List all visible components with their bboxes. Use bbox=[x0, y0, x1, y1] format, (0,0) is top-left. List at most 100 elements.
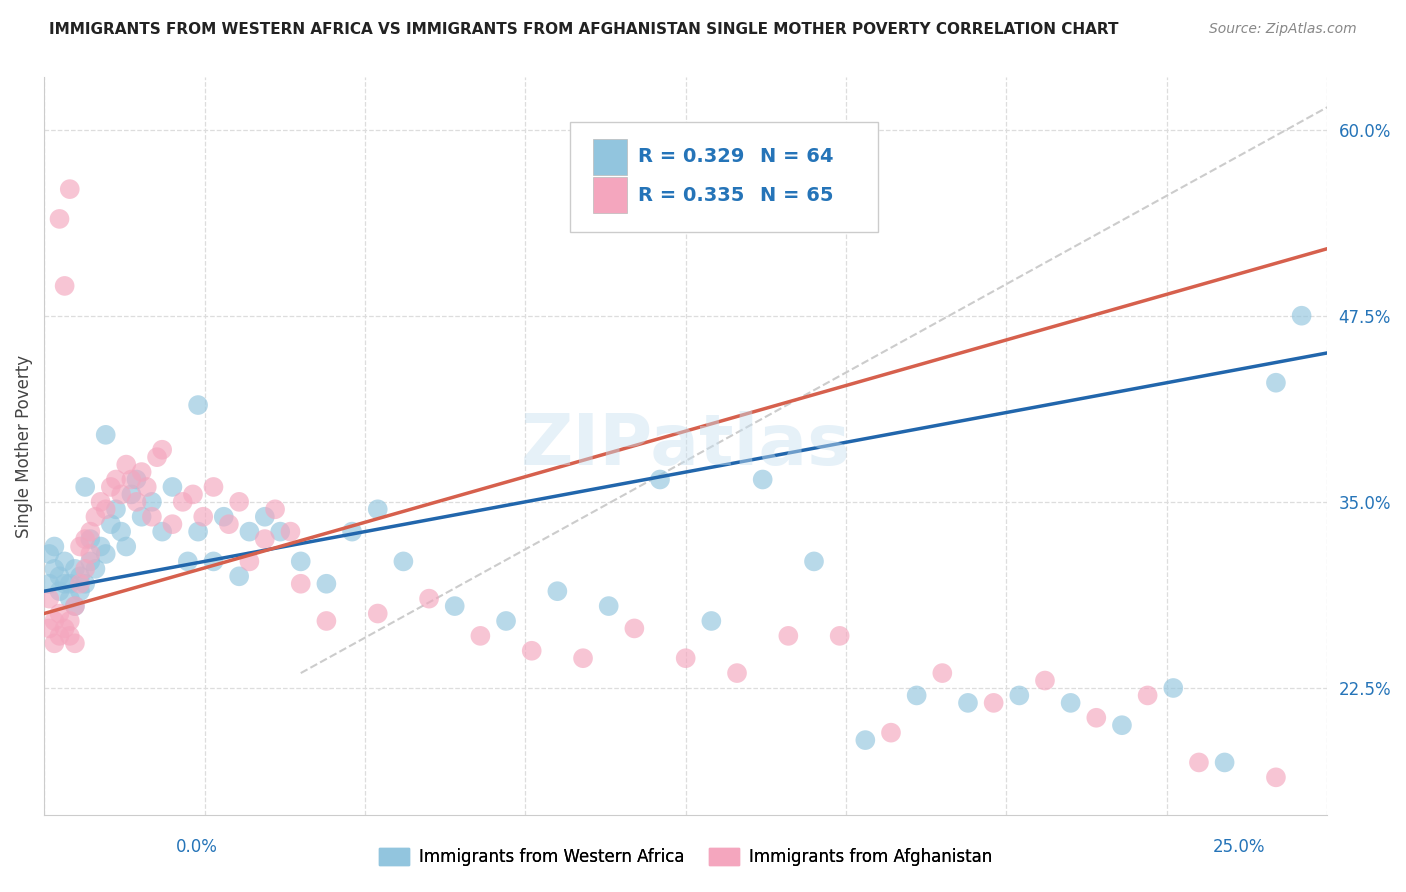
Point bbox=[135, 480, 157, 494]
Point bbox=[212, 509, 235, 524]
Point bbox=[63, 599, 86, 613]
Point bbox=[115, 540, 138, 554]
Point bbox=[94, 547, 117, 561]
Point bbox=[218, 517, 240, 532]
Point bbox=[238, 524, 260, 539]
Point bbox=[238, 554, 260, 568]
Text: N = 65: N = 65 bbox=[761, 186, 834, 205]
Text: 25.0%: 25.0% bbox=[1213, 838, 1265, 856]
Point bbox=[75, 576, 97, 591]
Point bbox=[44, 636, 66, 650]
Point bbox=[172, 495, 194, 509]
Point bbox=[931, 666, 953, 681]
Point bbox=[90, 495, 112, 509]
FancyBboxPatch shape bbox=[571, 121, 879, 232]
Point bbox=[1033, 673, 1056, 688]
Point bbox=[69, 584, 91, 599]
Point bbox=[79, 554, 101, 568]
Point bbox=[700, 614, 723, 628]
Point bbox=[84, 509, 107, 524]
Point bbox=[546, 584, 568, 599]
Point bbox=[79, 532, 101, 546]
Text: N = 64: N = 64 bbox=[761, 147, 834, 166]
Point bbox=[187, 398, 209, 412]
Point bbox=[75, 480, 97, 494]
Point bbox=[751, 473, 773, 487]
Point bbox=[120, 487, 142, 501]
Point bbox=[520, 644, 543, 658]
Point bbox=[228, 495, 250, 509]
Point bbox=[1059, 696, 1081, 710]
Point bbox=[495, 614, 517, 628]
FancyBboxPatch shape bbox=[593, 177, 627, 213]
Point bbox=[69, 576, 91, 591]
Point bbox=[79, 524, 101, 539]
Text: IMMIGRANTS FROM WESTERN AFRICA VS IMMIGRANTS FROM AFGHANISTAN SINGLE MOTHER POVE: IMMIGRANTS FROM WESTERN AFRICA VS IMMIGR… bbox=[49, 22, 1119, 37]
Point bbox=[104, 473, 127, 487]
Point bbox=[598, 599, 620, 613]
Point bbox=[1008, 689, 1031, 703]
Point bbox=[418, 591, 440, 606]
Point bbox=[48, 607, 70, 621]
Point bbox=[38, 547, 60, 561]
Point bbox=[1213, 756, 1236, 770]
Point bbox=[253, 532, 276, 546]
Point bbox=[44, 614, 66, 628]
Point bbox=[1111, 718, 1133, 732]
Point bbox=[340, 524, 363, 539]
Point bbox=[290, 554, 312, 568]
Point bbox=[725, 666, 748, 681]
Point bbox=[290, 576, 312, 591]
Point bbox=[44, 562, 66, 576]
Point bbox=[572, 651, 595, 665]
Point bbox=[648, 473, 671, 487]
Point bbox=[84, 562, 107, 576]
Point bbox=[470, 629, 492, 643]
Point bbox=[104, 502, 127, 516]
Point bbox=[828, 629, 851, 643]
Point bbox=[44, 540, 66, 554]
Text: 0.0%: 0.0% bbox=[176, 838, 218, 856]
Point bbox=[264, 502, 287, 516]
Point bbox=[120, 473, 142, 487]
Text: R = 0.335: R = 0.335 bbox=[638, 186, 745, 205]
Point bbox=[125, 473, 148, 487]
Point bbox=[79, 547, 101, 561]
Point bbox=[75, 562, 97, 576]
Point bbox=[623, 622, 645, 636]
Point bbox=[315, 576, 337, 591]
Point bbox=[141, 509, 163, 524]
Point bbox=[181, 487, 204, 501]
Point bbox=[803, 554, 825, 568]
Point bbox=[880, 725, 903, 739]
Point bbox=[162, 517, 184, 532]
Point bbox=[48, 584, 70, 599]
Point bbox=[187, 524, 209, 539]
Point bbox=[38, 576, 60, 591]
Point bbox=[956, 696, 979, 710]
Point bbox=[177, 554, 200, 568]
Point bbox=[63, 599, 86, 613]
Point bbox=[90, 540, 112, 554]
Point bbox=[1188, 756, 1211, 770]
Point bbox=[53, 279, 76, 293]
Point bbox=[53, 622, 76, 636]
Point bbox=[228, 569, 250, 583]
Point bbox=[150, 442, 173, 457]
Point bbox=[48, 629, 70, 643]
Point bbox=[110, 524, 132, 539]
Point bbox=[100, 480, 122, 494]
Point bbox=[63, 562, 86, 576]
Point bbox=[193, 509, 215, 524]
Point bbox=[443, 599, 465, 613]
Point bbox=[280, 524, 302, 539]
Point bbox=[69, 569, 91, 583]
Point bbox=[100, 517, 122, 532]
Point bbox=[253, 509, 276, 524]
Point bbox=[269, 524, 291, 539]
Point bbox=[115, 458, 138, 472]
FancyBboxPatch shape bbox=[593, 138, 627, 175]
Point bbox=[367, 607, 389, 621]
Point bbox=[48, 569, 70, 583]
Point bbox=[675, 651, 697, 665]
